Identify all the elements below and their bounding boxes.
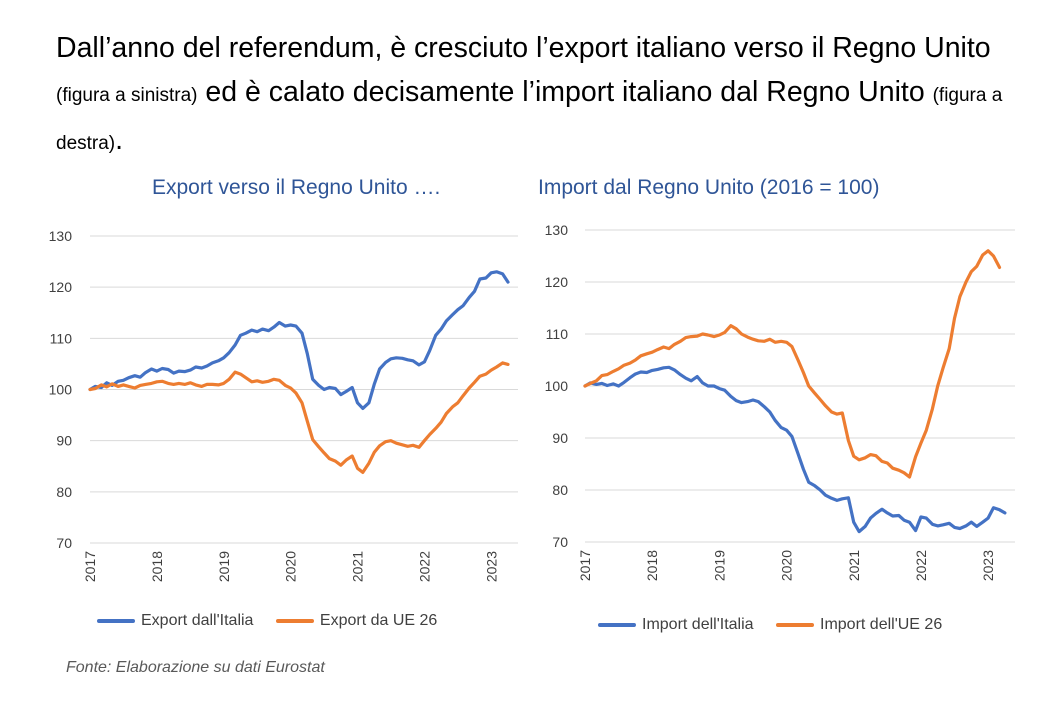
export-y-tick-label: 70 xyxy=(56,535,72,551)
import-y-tick-label: 130 xyxy=(545,222,569,238)
export-y-tick-label: 130 xyxy=(49,228,73,244)
export-y-tick-label: 110 xyxy=(50,330,73,346)
export-x-tick-label: 2020 xyxy=(283,551,299,582)
export-series-line-1 xyxy=(88,361,510,474)
import-x-tick-label: 2019 xyxy=(711,550,727,581)
legend-swatch-blue xyxy=(598,622,636,627)
export-y-tick-label: 90 xyxy=(56,433,72,449)
headline-part2: (figura a sinistra) xyxy=(56,85,198,106)
import-y-tick-label: 100 xyxy=(545,378,569,394)
import-y-tick-label: 110 xyxy=(546,326,569,342)
legend-item-export-ue26: Export da UE 26 xyxy=(275,612,438,630)
headline-part3: ed è calato decisamente l’import italian… xyxy=(197,76,933,108)
legend-swatch-orange xyxy=(776,622,814,627)
import-y-tick-label: 70 xyxy=(552,534,568,550)
export-x-tick-label: 2018 xyxy=(149,551,165,582)
import-x-tick-label: 2021 xyxy=(846,550,862,581)
export-chart: 70 80 90 100 110 120 130 2017 2018 2019 2020 2021 20… xyxy=(49,228,518,582)
import-x-tick-label: 2018 xyxy=(644,550,660,581)
legend-swatch-blue xyxy=(97,618,135,623)
legend-item-import-italia: Import dell'Italia xyxy=(598,616,754,634)
export-x-tick-label: 2022 xyxy=(416,551,432,582)
import-x-tick-label: 2020 xyxy=(779,550,795,581)
legend-export: Export dall'Italia Export da UE 26 xyxy=(97,612,455,630)
chart-title-export: Export verso il Regno Unito …. xyxy=(152,176,441,199)
export-x-tick-label: 2021 xyxy=(350,551,366,582)
export-series-line-0 xyxy=(88,270,510,410)
import-y-tick-label: 80 xyxy=(552,482,568,498)
legend-label-import-italia: Import dell'Italia xyxy=(642,616,754,633)
legend-item-export-italia: Export dall'Italia xyxy=(97,612,253,630)
import-y-tick-label: 90 xyxy=(552,430,568,446)
legend-import: Import dell'Italia Import dell'UE 26 xyxy=(598,616,960,634)
source-note: Fonte: Elaborazione su dati Eurostat xyxy=(66,659,325,676)
export-y-tick-label: 100 xyxy=(49,382,73,398)
import-series-line-1 xyxy=(583,249,1002,479)
legend-label-export-ue26: Export da UE 26 xyxy=(319,612,438,629)
export-x-tick-label: 2017 xyxy=(82,551,98,582)
chart-title-import: Import dal Regno Unito (2016 = 100) xyxy=(538,176,880,199)
import-x-tick-label: 2017 xyxy=(577,550,593,581)
legend-label-import-ue26: Import dell'UE 26 xyxy=(820,616,943,633)
import-x-tick-label: 2022 xyxy=(913,550,929,581)
export-y-tick-label: 80 xyxy=(56,484,72,500)
export-x-tick-label: 2023 xyxy=(483,551,499,582)
legend-swatch-orange xyxy=(275,618,314,623)
export-x-tick-label: 2019 xyxy=(216,551,232,582)
headline-part4: (figura a destra) xyxy=(56,85,1003,154)
export-y-tick-label: 120 xyxy=(49,279,73,295)
import-y-tick-label: 120 xyxy=(545,274,569,290)
headline-part5: . xyxy=(115,124,124,156)
headline-part1: Dall’anno del referendum, è cresciuto l’… xyxy=(56,32,991,64)
import-chart: 70 80 90 100 110 120 130 2017 2018 2019 2020 2021 20… xyxy=(545,222,1015,581)
import-x-tick-label: 2023 xyxy=(980,550,996,581)
legend-item-import-ue26: Import dell'UE 26 xyxy=(776,616,942,634)
headline: Dall’anno del referendum, è cresciuto l’… xyxy=(56,26,1046,166)
import-series-line-0 xyxy=(583,365,1007,534)
legend-label-export-italia: Export dall'Italia xyxy=(141,612,254,629)
